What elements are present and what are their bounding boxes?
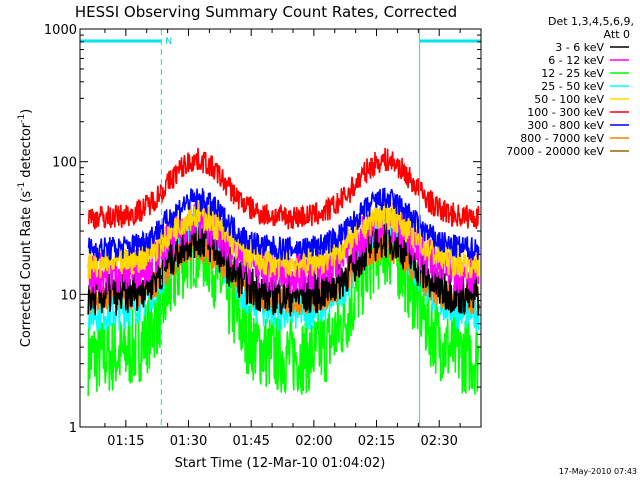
series-line-100-300-kev — [87, 147, 480, 230]
y-axis: 1 10 100 1000 — [44, 23, 481, 436]
legend-label: 50 - 100 keV — [534, 93, 604, 106]
legend-label: 800 - 7000 keV — [520, 132, 604, 145]
x-axis-label: Start Time (12-Mar-10 01:04:02) — [175, 456, 386, 471]
x-axis: 01:15 01:30 01:45 02:00 02:15 02:30 — [104, 29, 461, 449]
series-line-3-6-kev — [87, 215, 480, 317]
night-label: N — [165, 37, 172, 47]
y-tick-label: 10 — [60, 288, 77, 303]
y-label-main: Corrected Count Rate (s — [19, 191, 34, 348]
legend-label: 100 - 300 keV — [527, 106, 604, 119]
y-tick-label: 1000 — [44, 23, 77, 38]
y-tick-label: 1 — [69, 421, 77, 436]
chart-title: HESSI Observing Summary Count Rates, Cor… — [75, 3, 457, 21]
legend-label: 300 - 800 keV — [527, 119, 604, 132]
y-label-sup2: -1 — [17, 114, 27, 123]
x-tick-label: 01:30 — [170, 434, 207, 449]
plot-timestamp: 17-May-2010 07:43 — [559, 467, 637, 476]
x-tick-label: 01:15 — [107, 434, 144, 449]
x-tick-label: 02:00 — [295, 434, 332, 449]
y-axis-label: Corrected Count Rate (s-1 detector-1) — [17, 109, 34, 347]
series-line-300-800-kev — [87, 187, 480, 262]
y-label-end: ) — [19, 109, 34, 114]
legend-label: 25 - 50 keV — [541, 80, 604, 93]
legend-label: 6 - 12 keV — [548, 54, 604, 67]
y-label-sup1: -1 — [17, 182, 27, 191]
legend-header-1: Det 1,3,4,5,6,9, — [548, 15, 634, 28]
y-tick-label: 100 — [52, 156, 77, 171]
legend-label: 3 - 6 keV — [555, 41, 604, 54]
series-layer — [87, 147, 480, 397]
plot-frame — [79, 28, 482, 428]
legend-label: 12 - 25 keV — [541, 67, 604, 80]
y-label-mid: detector — [19, 122, 34, 182]
x-tick-label: 01:45 — [232, 434, 269, 449]
x-tick-label: 02:15 — [358, 434, 395, 449]
legend-label: 7000 - 20000 keV — [506, 145, 604, 158]
legend-header-2: Att 0 — [604, 28, 630, 41]
x-tick-label: 02:30 — [420, 434, 457, 449]
